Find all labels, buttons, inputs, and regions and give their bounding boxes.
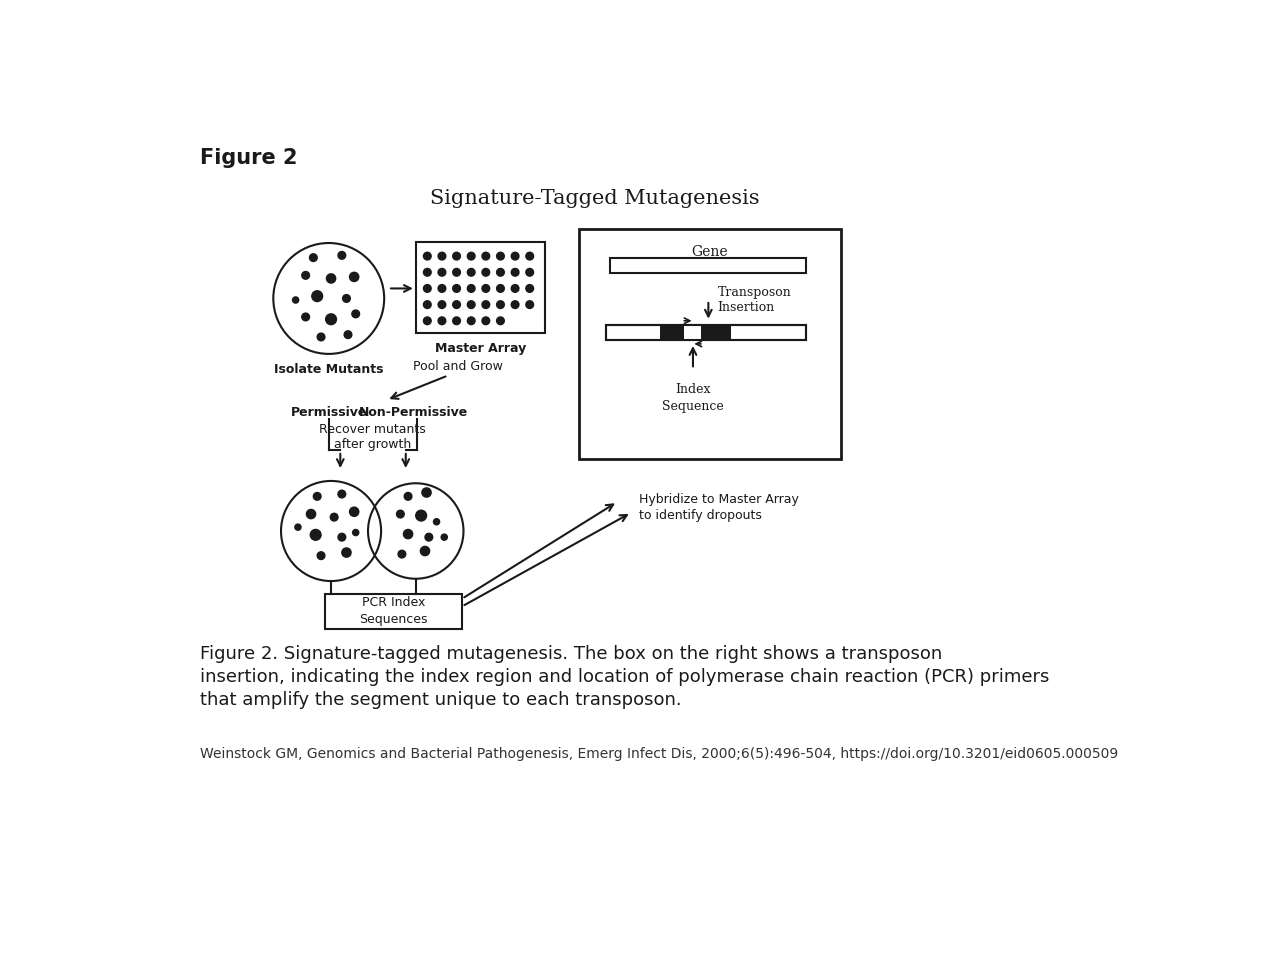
Text: Figure 2. Signature-tagged mutagenesis. The box on the right shows a transposon: Figure 2. Signature-tagged mutagenesis. … xyxy=(200,645,942,663)
Circle shape xyxy=(483,252,490,260)
Circle shape xyxy=(526,269,534,276)
Circle shape xyxy=(467,317,475,324)
Bar xyxy=(609,257,806,273)
Circle shape xyxy=(453,317,461,324)
Circle shape xyxy=(302,272,310,279)
Bar xyxy=(325,594,462,629)
Text: Non-Permissive: Non-Permissive xyxy=(358,406,468,420)
Text: Figure 2: Figure 2 xyxy=(200,148,298,168)
Circle shape xyxy=(467,269,475,276)
Circle shape xyxy=(338,534,346,541)
Circle shape xyxy=(398,550,406,558)
Circle shape xyxy=(497,284,504,292)
Circle shape xyxy=(526,300,534,308)
Circle shape xyxy=(325,314,337,324)
Text: Transposon
Insertion: Transposon Insertion xyxy=(718,286,791,314)
Circle shape xyxy=(338,252,346,259)
Circle shape xyxy=(467,252,475,260)
Circle shape xyxy=(317,333,325,341)
Bar xyxy=(701,324,731,340)
Circle shape xyxy=(352,310,360,318)
Circle shape xyxy=(438,269,445,276)
Circle shape xyxy=(420,546,430,556)
Circle shape xyxy=(349,273,358,281)
Circle shape xyxy=(424,252,431,260)
Text: that amplify the segment unique to each transposon.: that amplify the segment unique to each … xyxy=(200,691,682,709)
Circle shape xyxy=(352,530,358,536)
Text: Isolate Mutants: Isolate Mutants xyxy=(274,363,384,376)
Circle shape xyxy=(453,252,461,260)
Text: PCR Index
Sequences: PCR Index Sequences xyxy=(360,596,428,627)
Circle shape xyxy=(511,269,518,276)
Circle shape xyxy=(511,252,518,260)
Circle shape xyxy=(314,492,321,500)
Circle shape xyxy=(349,507,358,516)
Circle shape xyxy=(404,492,412,500)
Circle shape xyxy=(302,313,310,321)
Circle shape xyxy=(526,284,534,292)
Circle shape xyxy=(438,317,445,324)
Circle shape xyxy=(310,253,317,261)
Circle shape xyxy=(343,295,351,302)
Circle shape xyxy=(310,530,321,540)
Circle shape xyxy=(424,284,431,292)
Circle shape xyxy=(483,284,490,292)
Circle shape xyxy=(294,524,301,530)
Text: Permissive: Permissive xyxy=(291,406,367,420)
Circle shape xyxy=(511,300,518,308)
Circle shape xyxy=(497,317,504,324)
Text: Recover mutants
after growth: Recover mutants after growth xyxy=(319,423,426,451)
Circle shape xyxy=(438,252,445,260)
Circle shape xyxy=(424,317,431,324)
Circle shape xyxy=(416,510,426,521)
Circle shape xyxy=(483,300,490,308)
Text: Pool and Grow: Pool and Grow xyxy=(413,360,503,373)
Text: insertion, indicating the index region and location of polymerase chain reaction: insertion, indicating the index region a… xyxy=(200,668,1050,686)
Bar xyxy=(605,324,806,340)
Bar xyxy=(660,324,685,340)
Circle shape xyxy=(424,300,431,308)
Circle shape xyxy=(497,269,504,276)
Circle shape xyxy=(453,269,461,276)
Bar xyxy=(416,242,545,333)
Circle shape xyxy=(467,284,475,292)
Circle shape xyxy=(438,284,445,292)
Text: Master Array: Master Array xyxy=(435,343,526,355)
Circle shape xyxy=(497,300,504,308)
Circle shape xyxy=(422,488,431,497)
Circle shape xyxy=(326,274,335,283)
Circle shape xyxy=(453,300,461,308)
Text: Signature-Tagged Mutagenesis: Signature-Tagged Mutagenesis xyxy=(430,189,759,208)
Circle shape xyxy=(330,514,338,521)
Circle shape xyxy=(424,269,431,276)
Circle shape xyxy=(438,300,445,308)
Bar xyxy=(605,324,806,340)
Circle shape xyxy=(434,518,439,525)
Circle shape xyxy=(483,269,490,276)
Circle shape xyxy=(344,331,352,339)
Circle shape xyxy=(312,291,323,301)
Circle shape xyxy=(306,510,316,518)
Circle shape xyxy=(293,297,298,303)
Text: Gene: Gene xyxy=(691,245,728,259)
Circle shape xyxy=(453,284,461,292)
Circle shape xyxy=(397,510,404,517)
Circle shape xyxy=(467,300,475,308)
Circle shape xyxy=(425,534,433,541)
Circle shape xyxy=(403,530,412,539)
Circle shape xyxy=(511,284,518,292)
Circle shape xyxy=(338,491,346,498)
Circle shape xyxy=(317,552,325,560)
Text: Weinstock GM, Genomics and Bacterial Pathogenesis, Emerg Infect Dis, 2000;6(5):4: Weinstock GM, Genomics and Bacterial Pat… xyxy=(200,747,1119,760)
Circle shape xyxy=(526,252,534,260)
Circle shape xyxy=(483,317,490,324)
Circle shape xyxy=(442,534,447,540)
Text: Index
Sequence: Index Sequence xyxy=(662,383,723,413)
Bar xyxy=(685,324,701,340)
Circle shape xyxy=(497,252,504,260)
Text: Hybridize to Master Array
to identify dropouts: Hybridize to Master Array to identify dr… xyxy=(639,492,799,522)
Bar xyxy=(579,229,841,459)
Circle shape xyxy=(342,548,351,557)
